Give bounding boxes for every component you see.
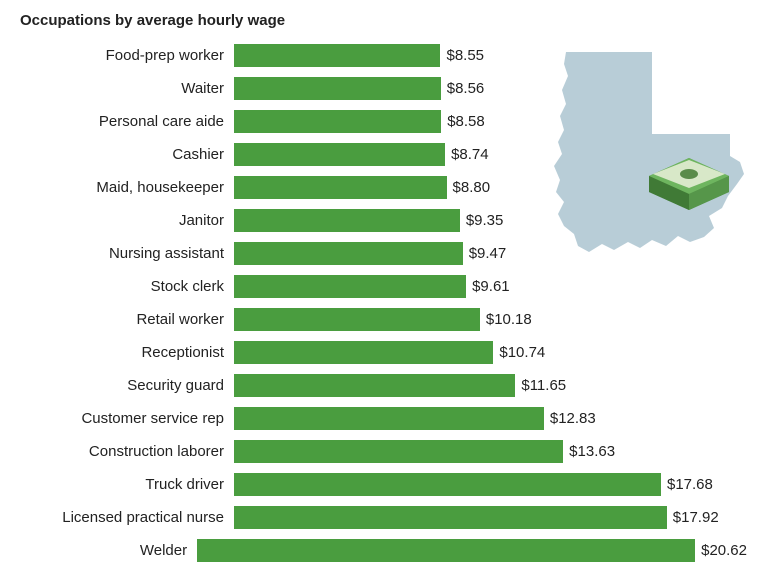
bar-area: $9.61 xyxy=(234,275,747,298)
bar-area: $17.92 xyxy=(234,506,747,529)
bar-row: Janitor $9.35 xyxy=(20,204,747,237)
bar-chart: Food-prep worker $8.55 Waiter $8.56 Personal… xyxy=(20,39,747,567)
bar-value: $9.47 xyxy=(469,245,507,262)
bar-row: Construction laborer $13.63 xyxy=(20,435,747,468)
bar xyxy=(234,407,544,430)
bar-area: $8.58 xyxy=(234,110,747,133)
bar-row: Maid, housekeeper $8.80 xyxy=(20,171,747,204)
bar-label: Customer service rep xyxy=(20,410,234,427)
bar-row: Retail worker $10.18 xyxy=(20,303,747,336)
bar-label: Janitor xyxy=(20,212,234,229)
bar xyxy=(234,473,661,496)
bar-area: $10.74 xyxy=(234,341,747,364)
bar-value: $8.74 xyxy=(451,146,489,163)
bar-area: $8.55 xyxy=(234,44,747,67)
bar xyxy=(234,341,493,364)
bar-label: Waiter xyxy=(20,80,234,97)
bar-row: Stock clerk $9.61 xyxy=(20,270,747,303)
bar-value: $8.80 xyxy=(453,179,491,196)
bar-label: Nursing assistant xyxy=(20,245,234,262)
bar xyxy=(234,110,441,133)
bar-value: $9.61 xyxy=(472,278,510,295)
bar xyxy=(234,242,463,265)
bar-label: Retail worker xyxy=(20,311,234,328)
bar-label: Maid, housekeeper xyxy=(20,179,234,196)
bar-label: Licensed practical nurse xyxy=(20,509,234,526)
bar-label: Personal care aide xyxy=(20,113,234,130)
bar xyxy=(234,374,515,397)
bar-area: $8.56 xyxy=(234,77,747,100)
bar-value: $8.58 xyxy=(447,113,485,130)
bar-row: Licensed practical nurse $17.92 xyxy=(20,501,747,534)
bar-row: Security guard $11.65 xyxy=(20,369,747,402)
bar-row: Cashier $8.74 xyxy=(20,138,747,171)
bar-value: $20.62 xyxy=(701,542,747,559)
bar xyxy=(234,44,440,67)
bar-area: $9.35 xyxy=(234,209,747,232)
bar-row: Receptionist $10.74 xyxy=(20,336,747,369)
bar-label: Receptionist xyxy=(20,344,234,361)
bar xyxy=(234,143,445,166)
bar-label: Construction laborer xyxy=(20,443,234,460)
bar xyxy=(234,308,480,331)
bar xyxy=(234,440,563,463)
chart-title: Occupations by average hourly wage xyxy=(20,12,747,29)
bar-row: Nursing assistant $9.47 xyxy=(20,237,747,270)
bar-area: $10.18 xyxy=(234,308,747,331)
bar-row: Personal care aide $8.58 xyxy=(20,105,747,138)
bar-row: Welder $20.62 xyxy=(20,534,747,567)
bar-area: $12.83 xyxy=(234,407,747,430)
bar xyxy=(197,539,695,562)
bar-label: Cashier xyxy=(20,146,234,163)
bar-value: $8.55 xyxy=(446,47,484,64)
bar xyxy=(234,506,667,529)
bar xyxy=(234,176,447,199)
bar-label: Welder xyxy=(20,542,197,559)
bar-label: Truck driver xyxy=(20,476,234,493)
bar-area: $20.62 xyxy=(197,539,747,562)
bar-area: $11.65 xyxy=(234,374,747,397)
bar xyxy=(234,275,466,298)
bar xyxy=(234,209,460,232)
bar-label: Security guard xyxy=(20,377,234,394)
bar-label: Food-prep worker xyxy=(20,47,234,64)
bar-value: $13.63 xyxy=(569,443,615,460)
bar-value: $9.35 xyxy=(466,212,504,229)
bar xyxy=(234,77,441,100)
bar-value: $17.92 xyxy=(673,509,719,526)
bar-area: $13.63 xyxy=(234,440,747,463)
bar-value: $12.83 xyxy=(550,410,596,427)
bar-area: $17.68 xyxy=(234,473,747,496)
bar-value: $17.68 xyxy=(667,476,713,493)
bar-area: $8.74 xyxy=(234,143,747,166)
bar-value: $8.56 xyxy=(447,80,485,97)
bar-row: Customer service rep $12.83 xyxy=(20,402,747,435)
bar-value: $11.65 xyxy=(521,377,566,394)
bar-area: $9.47 xyxy=(234,242,747,265)
bar-row: Truck driver $17.68 xyxy=(20,468,747,501)
bar-label: Stock clerk xyxy=(20,278,234,295)
bar-area: $8.80 xyxy=(234,176,747,199)
bar-value: $10.18 xyxy=(486,311,532,328)
bar-row: Food-prep worker $8.55 xyxy=(20,39,747,72)
bar-row: Waiter $8.56 xyxy=(20,72,747,105)
bar-value: $10.74 xyxy=(499,344,545,361)
